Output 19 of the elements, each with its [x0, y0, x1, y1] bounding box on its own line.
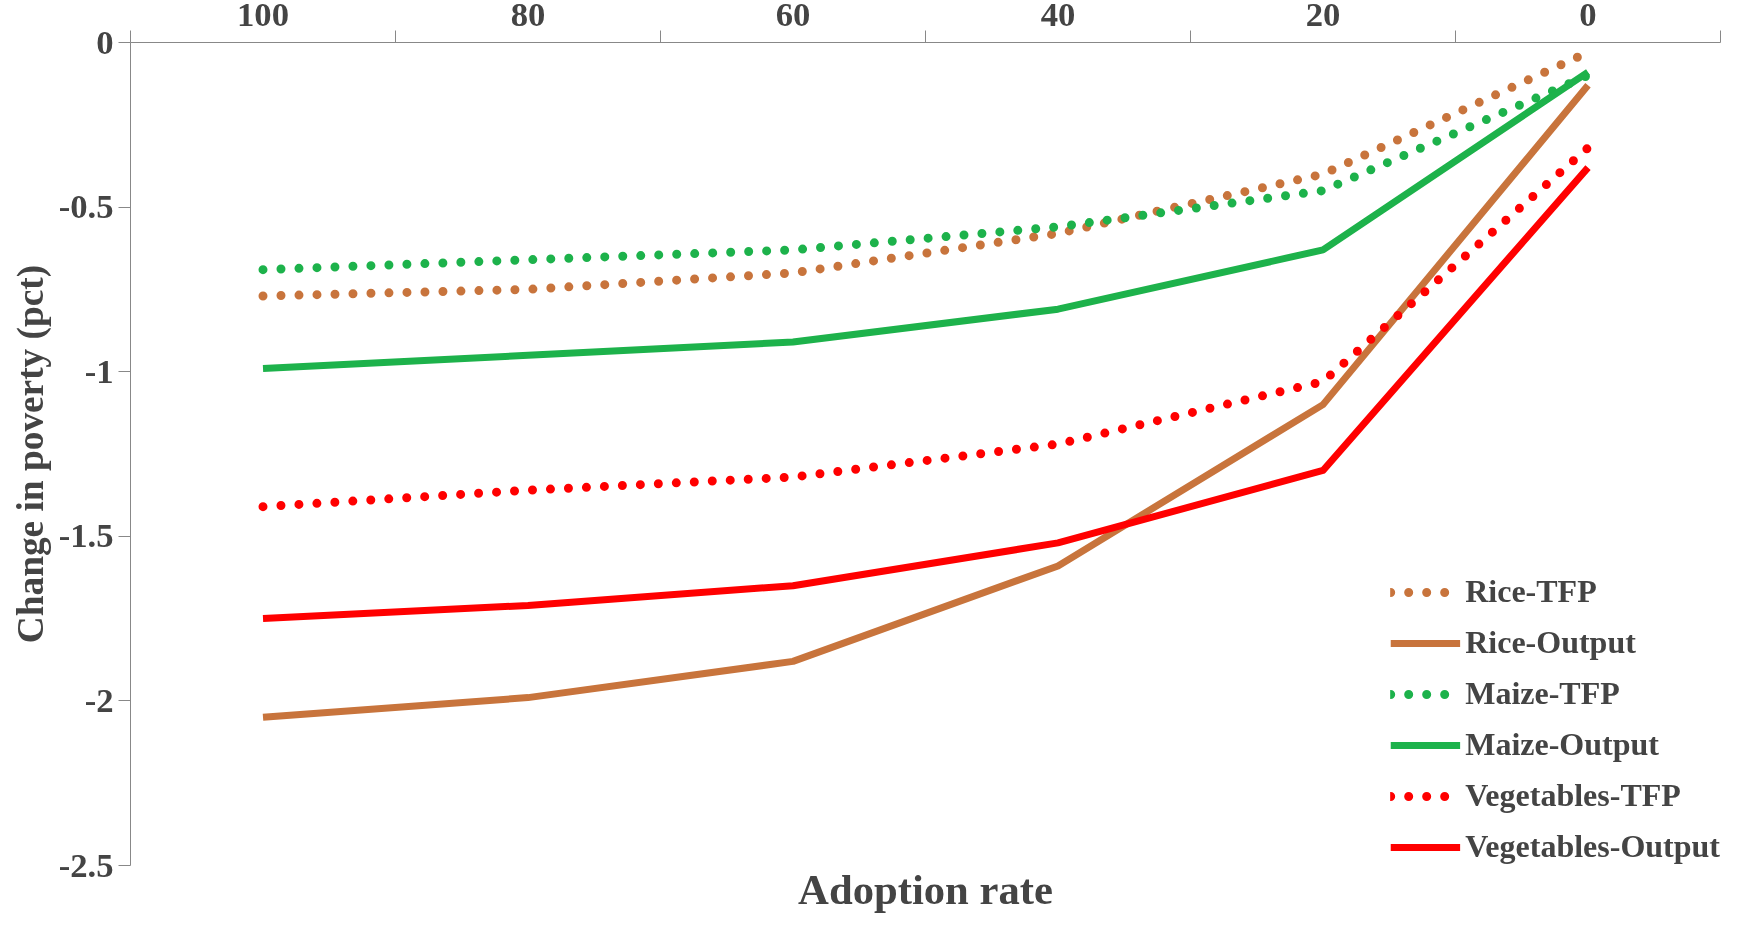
- y-axis-title: Change in poverty (pct): [9, 264, 52, 644]
- y-tick-label: -2.5: [58, 845, 114, 884]
- x-axis-title: Adoption rate: [798, 865, 1053, 913]
- legend-label: Rice-Output: [1465, 624, 1636, 661]
- x-tick-label: 100: [237, 0, 289, 33]
- y-tick-label: -0.5: [58, 187, 114, 226]
- legend-label: Maize-Output: [1465, 726, 1659, 763]
- legend-label: Vegetables-TFP: [1465, 777, 1681, 814]
- y-tick-label: -1.5: [58, 516, 114, 555]
- y-tick-label: -2: [84, 680, 114, 719]
- y-tick-label: -1: [84, 351, 114, 390]
- legend-label: Maize-TFP: [1465, 675, 1620, 712]
- x-tick-label: 40: [1040, 0, 1076, 33]
- x-tick-label: 80: [510, 0, 546, 33]
- x-tick-label: 60: [775, 0, 811, 33]
- x-tick-label: 0: [1579, 0, 1597, 33]
- legend-label: Vegetables-Output: [1465, 828, 1720, 865]
- legend-label: Rice-TFP: [1465, 573, 1597, 610]
- x-tick-label: 20: [1305, 0, 1341, 33]
